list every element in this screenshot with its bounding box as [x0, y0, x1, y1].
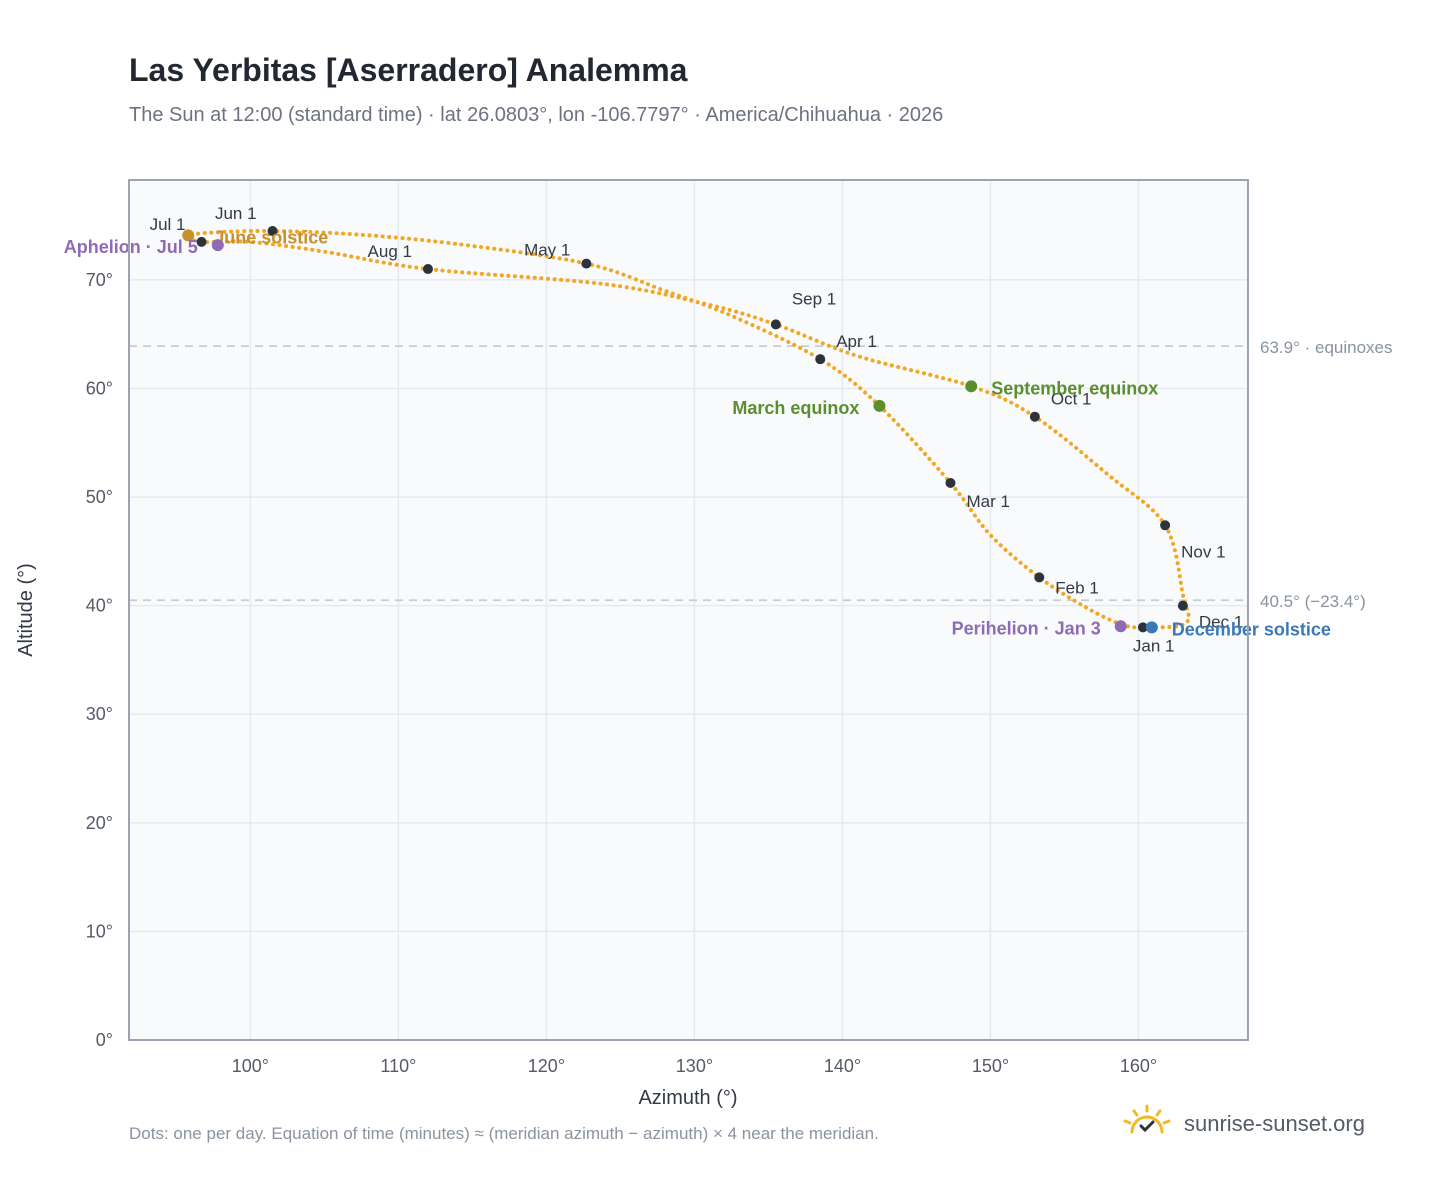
brand[interactable]: sunrise-sunset.org [1120, 1104, 1365, 1144]
y-axis-title: Altitude (°) [15, 563, 37, 657]
sun-check-icon [1120, 1102, 1174, 1147]
x-tick-label: 100° [232, 1056, 269, 1076]
grid [129, 180, 1248, 1041]
y-tick-label: 20° [86, 813, 113, 833]
month-label: Jan 1 [1133, 636, 1175, 655]
month-label: Feb 1 [1055, 578, 1098, 597]
x-axis-title: Azimuth (°) [638, 1087, 737, 1109]
event-marker [211, 239, 224, 252]
month-marker [267, 226, 278, 237]
event-label: June solstice [214, 227, 328, 247]
month-label: Nov 1 [1181, 542, 1225, 561]
event-marker [873, 399, 886, 412]
plot-background [129, 180, 1248, 1040]
month-marker [196, 236, 207, 247]
month-label: Sep 1 [792, 289, 836, 308]
event-label: March equinox [732, 398, 859, 418]
y-tick-label: 70° [86, 270, 113, 290]
event-label: September equinox [991, 378, 1158, 398]
month-marker [1034, 572, 1045, 583]
month-marker [945, 477, 956, 488]
month-label: Oct 1 [1051, 390, 1092, 409]
event-label: December solstice [1172, 619, 1331, 639]
month-label: Mar 1 [966, 492, 1009, 511]
chart-subtitle: The Sun at 12:00 (standard time) · lat 2… [129, 104, 944, 126]
event-marker [1114, 620, 1127, 633]
x-tick-label: 150° [972, 1056, 1009, 1076]
event-label: Aphelion · Jul 5 [64, 237, 198, 257]
month-marker [1177, 600, 1188, 611]
event-label: Perihelion · Jan 3 [952, 618, 1101, 638]
y-tick-label: 60° [86, 378, 113, 398]
chart-title: Las Yerbitas [Aserradero] Analemma [129, 52, 688, 88]
month-marker [581, 258, 592, 269]
month-label: Jun 1 [215, 204, 257, 223]
y-tick-label: 30° [86, 704, 113, 724]
y-tick-label: 50° [86, 487, 113, 507]
event-marker [1145, 621, 1158, 634]
month-markers: Jan 1 Feb 1 Mar 1 Apr 1 May 1 Jun 1 Jul 1 Aug 1… [150, 204, 1244, 655]
month-label: Aug 1 [368, 242, 412, 261]
month-label: Apr 1 [836, 332, 877, 351]
month-label: Dec 1 [1199, 613, 1243, 632]
month-label: Jul 1 [150, 215, 186, 234]
event-marker [965, 380, 978, 393]
y-tick-label: 10° [86, 921, 113, 941]
x-tick-label: 140° [824, 1056, 861, 1076]
event-marker [182, 229, 195, 242]
month-marker [815, 354, 826, 365]
reference-line-label: 40.5° (−23.4°) [1260, 592, 1366, 611]
reference-line-label: 63.9° · equinoxes [1260, 338, 1393, 357]
y-tick-label: 0° [96, 1030, 113, 1050]
x-tick-label: 120° [528, 1056, 565, 1076]
reference-lines: 63.9° · equinoxes 40.5° (−23.4°) [129, 338, 1393, 611]
month-marker [1137, 622, 1148, 633]
x-tick-label: 160° [1120, 1056, 1157, 1076]
plot-frame [128, 179, 1249, 1041]
brand-name: sunrise-sunset.org [1184, 1111, 1365, 1136]
x-tick-label: 130° [676, 1056, 713, 1076]
y-tick-label: 40° [86, 596, 113, 616]
x-tick-label: 110° [380, 1056, 416, 1076]
month-marker [422, 264, 433, 275]
footnote: Dots: one per day. Equation of time (min… [129, 1124, 879, 1143]
month-marker [1029, 411, 1040, 422]
event-markers: March equinox September equinox June solst… [64, 227, 1331, 639]
axes: 100° 110° 120° 130° 140° 150° 160° 0° 10° 20° 30° 4… [86, 179, 1249, 1076]
month-marker [770, 319, 781, 330]
month-marker [1160, 520, 1171, 531]
month-label: May 1 [524, 241, 570, 260]
